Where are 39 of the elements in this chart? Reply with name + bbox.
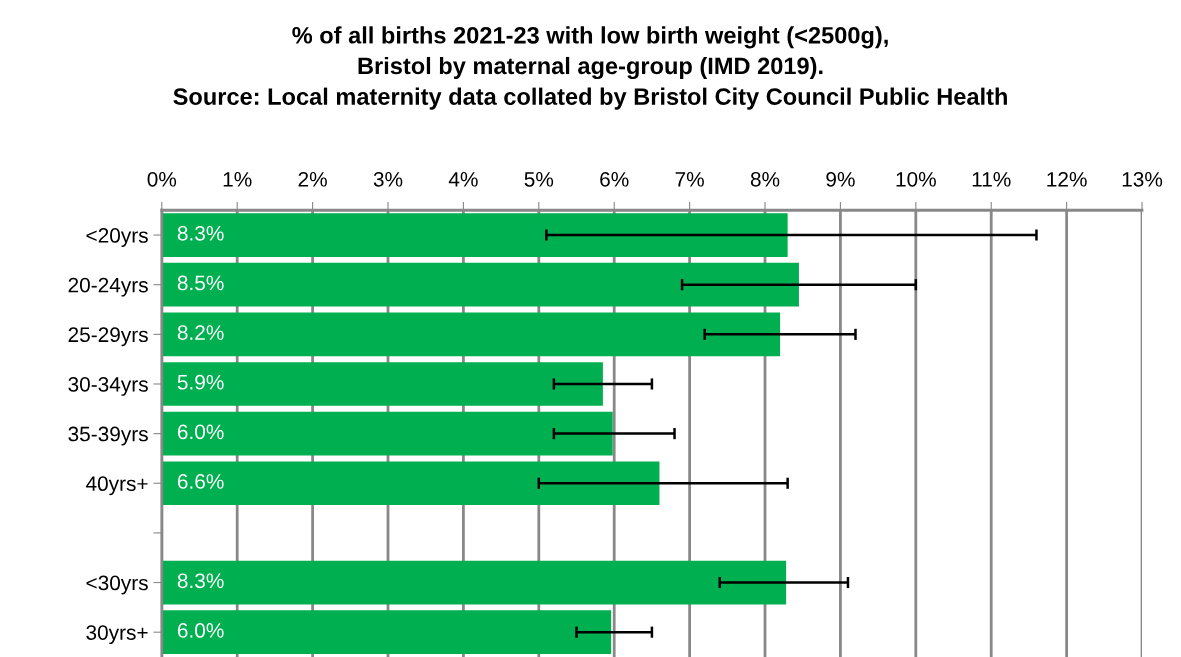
y-tick-label: 30-34yrs [68, 376, 148, 396]
x-tick-label: 2% [298, 171, 327, 187]
bar [161, 610, 612, 655]
data-label: 6.0% [177, 623, 224, 638]
x-tick-label: 3% [373, 171, 403, 187]
x-tick-label: 0% [147, 171, 177, 187]
bar [161, 312, 781, 357]
x-tick-label: 7% [675, 172, 704, 187]
bar [161, 262, 799, 307]
y-tick-label: 30yrs+ [86, 625, 148, 645]
x-tick-label: 4% [448, 172, 478, 187]
x-tick-label: 5% [524, 172, 554, 187]
bar [161, 213, 788, 257]
bar [161, 461, 660, 506]
data-label: 8.3% [177, 225, 224, 241]
bar [161, 560, 787, 605]
x-tick-label: 11% [972, 172, 1011, 187]
x-tick-label: 1% [223, 172, 252, 187]
x-tick-label: 13% [1122, 171, 1163, 187]
y-tick-label: <20yrs [86, 228, 148, 247]
y-tick-label: 20-24yrs [68, 277, 148, 297]
x-tick-label: 10% [896, 171, 936, 187]
x-tick-label: 8% [750, 171, 780, 187]
bar [161, 411, 613, 456]
data-label: 8.2% [177, 325, 224, 340]
chart-title: % of all births 2021-23 with low birth weight (<2500g), Bristol by maternal age-group (IMD 2019). Source: Local maternity data collated by Bristol City Council Public Health [173, 26, 1007, 110]
y-tick-label: 40yrs+ [85, 476, 148, 496]
data-label: 5.9% [177, 374, 224, 390]
x-tick-label: 9% [826, 171, 855, 187]
data-label: 6.6% [177, 474, 224, 489]
data-label: 8.3% [177, 573, 224, 589]
x-tick-label: 6% [600, 171, 629, 187]
data-label: 8.5% [177, 275, 224, 291]
y-tick-label: 25-29yrs [68, 327, 148, 347]
x-tick-label: 12% [1047, 171, 1087, 187]
y-tick-label: 35-39yrs [68, 426, 148, 446]
y-tick-label: <30yrs [86, 575, 148, 595]
bar [161, 362, 603, 406]
data-label: 6.0% [177, 424, 224, 440]
